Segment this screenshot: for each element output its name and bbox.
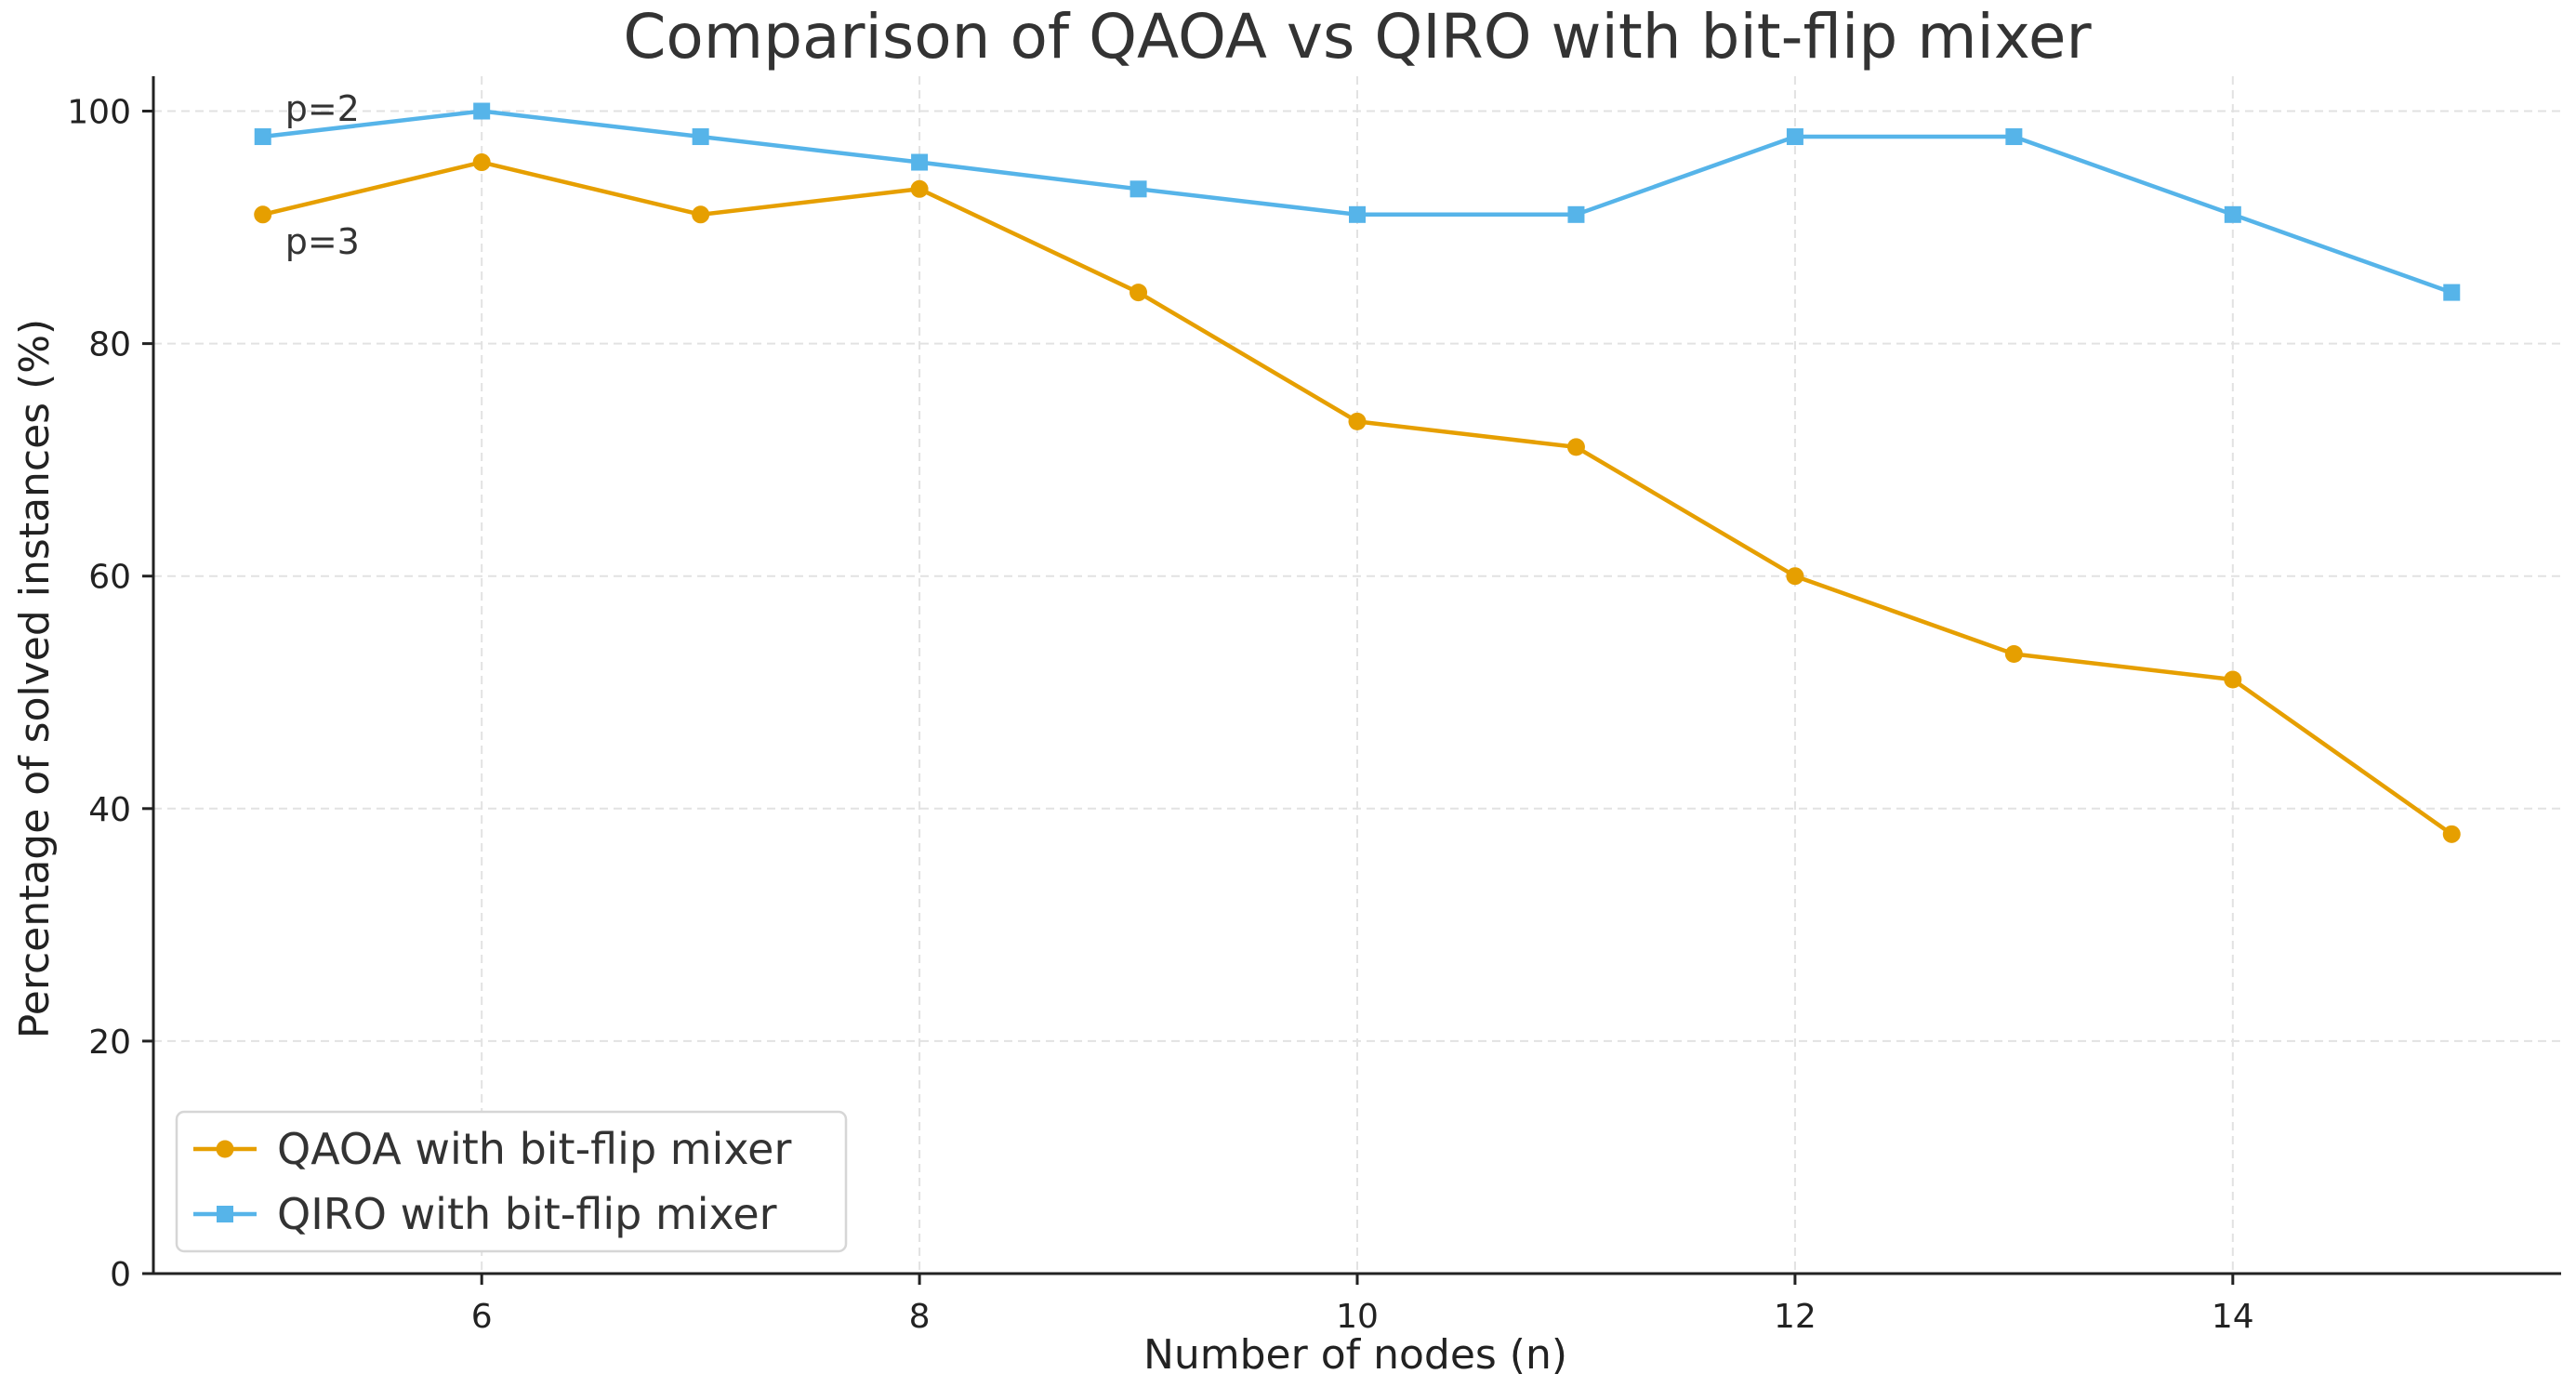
x-tick-label: 6 [471, 1298, 493, 1336]
data-point [2224, 205, 2241, 223]
series-layer [254, 102, 2461, 843]
y-tick-label: 20 [88, 1024, 131, 1062]
data-point [254, 205, 272, 224]
axes: 6 8 10 12 14 0 20 40 60 80 100 [67, 76, 2561, 1336]
data-point [2004, 644, 2023, 663]
series-1 [254, 102, 2461, 301]
legend-label: QAOA with bit-flip mixer [277, 1124, 791, 1174]
data-point [1567, 205, 1585, 223]
y-tick-label: 80 [88, 326, 131, 364]
y-tick-label: 40 [88, 791, 131, 829]
legend-box [175, 1110, 848, 1253]
data-point [1349, 205, 1366, 223]
data-point [254, 128, 271, 146]
data-point [910, 179, 929, 198]
annotations: p=2 p=3 [285, 88, 360, 262]
data-point [911, 153, 929, 171]
data-point [692, 128, 709, 146]
data-point [1348, 412, 1367, 430]
data-point [1129, 180, 1147, 198]
data-point [473, 102, 491, 120]
data-point [1786, 567, 1804, 586]
legend: QAOA with bit-flip mixer QIRO with bit-fl… [175, 1110, 848, 1253]
point-annotation: p=2 [285, 88, 360, 129]
data-point [472, 153, 491, 172]
x-axis-label: Number of nodes (n) [1143, 1331, 1567, 1379]
data-point [2005, 128, 2023, 146]
chart-title: Comparison of QAOA vs QIRO with bit-flip… [623, 1, 2092, 73]
x-tick-label: 14 [2212, 1298, 2254, 1336]
x-tick-label: 12 [1774, 1298, 1816, 1336]
point-annotation: p=3 [285, 221, 360, 262]
data-point [1566, 438, 1585, 456]
legend-marker [216, 1140, 234, 1158]
data-point [2442, 825, 2461, 843]
y-tick-label: 0 [110, 1256, 131, 1294]
data-point [1129, 284, 1148, 302]
data-point [692, 205, 710, 224]
data-point [1786, 128, 1803, 146]
y-tick-label: 100 [67, 94, 131, 132]
y-axis-label: Percentage of solved instances (%) [11, 319, 59, 1038]
y-tick-label: 60 [88, 559, 131, 597]
series-0 [254, 153, 2461, 843]
legend-label: QIRO with bit-flip mixer [277, 1189, 777, 1239]
x-tick-label: 10 [1336, 1298, 1379, 1336]
data-point [2443, 284, 2461, 301]
x-tick-label: 8 [909, 1298, 931, 1336]
data-point [2224, 670, 2242, 689]
legend-marker [217, 1206, 233, 1222]
